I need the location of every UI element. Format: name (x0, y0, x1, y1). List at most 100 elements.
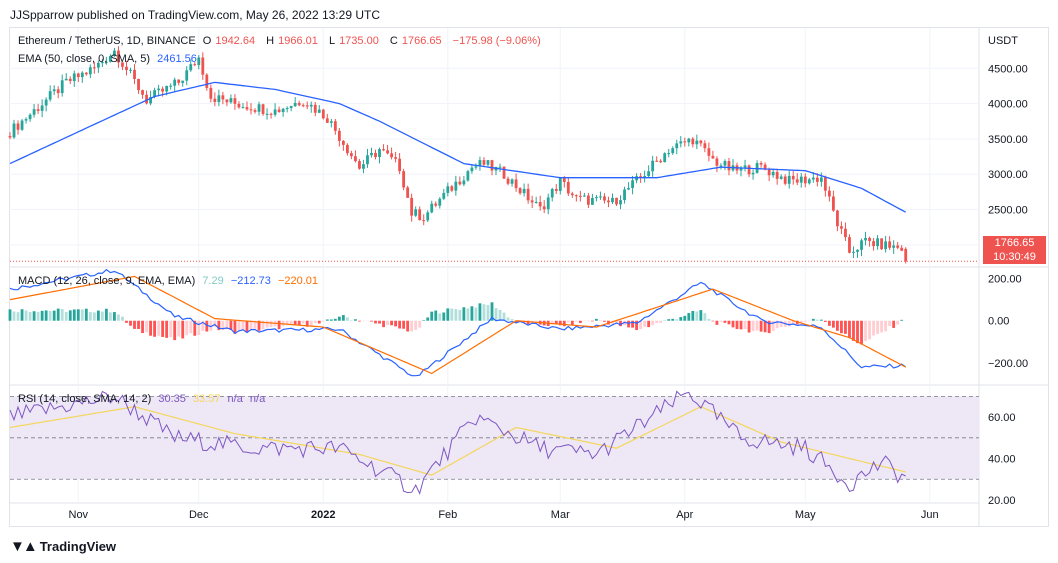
candle-body (40, 105, 44, 111)
candle-body (864, 237, 867, 241)
candle-body (538, 202, 542, 207)
candle-body (695, 140, 699, 145)
macd-histogram-bar (651, 320, 655, 326)
macd-tick-label: 0.00 (988, 316, 1009, 328)
candle-body (422, 220, 426, 222)
candle-body (169, 85, 173, 87)
candle-body (510, 179, 514, 184)
macd-histogram-bar (683, 315, 687, 321)
macd-histogram-bar (88, 312, 92, 321)
candle-body (8, 136, 12, 138)
candle-body (141, 90, 144, 95)
symbol-title[interactable]: Ethereum / TetherUS, 1D, BINANCE (18, 35, 196, 47)
candle-body (76, 73, 80, 78)
candle-body (48, 91, 52, 100)
macd-histogram-bar (197, 320, 201, 336)
macd-histogram-bar (261, 320, 265, 330)
ema-legend[interactable]: EMA (50, close, 0, SMA, 5) 2461.56 (18, 53, 201, 65)
macd-histogram-bar (711, 320, 715, 322)
candle-body (787, 175, 791, 184)
candle-body (836, 210, 839, 227)
macd-histogram-bar (325, 319, 329, 321)
candle-body (719, 165, 723, 167)
macd-histogram-bar (578, 320, 582, 324)
candle-body (237, 103, 241, 108)
macd-histogram-bar (241, 320, 245, 330)
macd-histogram-bar (791, 320, 795, 324)
macd-histogram-bar (888, 320, 892, 327)
macd-label: MACD (12, 26, close, 9, EMA, EMA) (18, 275, 196, 287)
candle-body (458, 181, 462, 185)
candle-body (189, 64, 193, 71)
candle-body (354, 156, 357, 162)
candle-body (88, 67, 92, 75)
macd-legend[interactable]: MACD (12, 26, close, 9, EMA, EMA) 7.29 −… (18, 275, 322, 287)
candle-body (149, 96, 152, 104)
candle-body (229, 98, 233, 103)
macd-histogram-bar (414, 320, 418, 330)
macd-histogram-bar (40, 310, 44, 321)
macd-histogram-bar (402, 320, 406, 329)
rsi-legend[interactable]: RSI (14, close, SMA, 14, 2) 30.35 33.57 … (18, 393, 269, 405)
macd-histogram-bar (394, 320, 397, 327)
macd-histogram-bar (595, 318, 598, 321)
candle-body (727, 161, 731, 171)
candle-body (446, 186, 450, 193)
macd-histogram-bar (213, 320, 217, 327)
macd-histogram-bar (406, 320, 410, 332)
macd-histogram-bar (117, 314, 120, 321)
candle-body (374, 152, 377, 158)
macd-histogram-bar (201, 320, 205, 331)
candle-body (586, 195, 590, 205)
macd-histogram-bar (860, 320, 863, 345)
macd-histogram-bar (217, 320, 221, 331)
macd-histogram-bar (534, 320, 538, 322)
candle-body (599, 196, 602, 198)
macd-line (9, 268, 907, 377)
candle-body (542, 206, 546, 210)
candle-body (165, 85, 169, 92)
price-tick-label: 3000.00 (988, 169, 1028, 181)
macd-histogram-bar (848, 320, 851, 339)
candle-body (888, 241, 892, 248)
macd-histogram-bar (478, 303, 482, 321)
macd-histogram-bar (751, 320, 755, 332)
candle-body (281, 108, 285, 113)
time-tick-label: 2022 (311, 509, 335, 521)
macd-histogram-bar (731, 320, 735, 328)
macd-histogram-bar (100, 311, 104, 321)
ohlc-change: −175.98 (−9.06%) (452, 35, 541, 47)
macd-histogram-bar (446, 308, 450, 321)
macd-histogram-bar (317, 320, 321, 324)
tradingview-brand: TradingView (39, 539, 117, 554)
macd-histogram-bar (896, 320, 900, 325)
candle-body (603, 196, 606, 201)
macd-histogram-bar (133, 320, 136, 329)
chart-frame[interactable] (9, 27, 1049, 527)
candle-body (775, 171, 779, 179)
candle-body (827, 190, 831, 197)
tradingview-logo[interactable]: ▼▲ TradingView (10, 538, 116, 555)
candle-body (249, 109, 253, 111)
macd-histogram-bar (779, 320, 783, 328)
macd-histogram-bar (466, 308, 470, 321)
macd-histogram-bar (635, 320, 638, 331)
macd-histogram-bar (819, 319, 823, 321)
candle-body (715, 158, 719, 166)
macd-histogram-bar (470, 306, 474, 321)
macd-histogram-bar (141, 320, 144, 334)
candle-body (703, 143, 707, 149)
macd-histogram-bar (44, 310, 48, 321)
candle-body (378, 149, 381, 158)
time-tick-label: May (795, 509, 816, 521)
candle-body (522, 188, 526, 194)
macd-histogram-bar (799, 320, 803, 323)
candle-body (113, 50, 116, 57)
candle-body (502, 166, 506, 179)
macd-histogram-bar (345, 317, 349, 321)
candle-body (329, 121, 333, 123)
macd-histogram-bar (321, 320, 325, 322)
candle-body (52, 89, 56, 92)
macd-histogram-bar (8, 309, 12, 321)
